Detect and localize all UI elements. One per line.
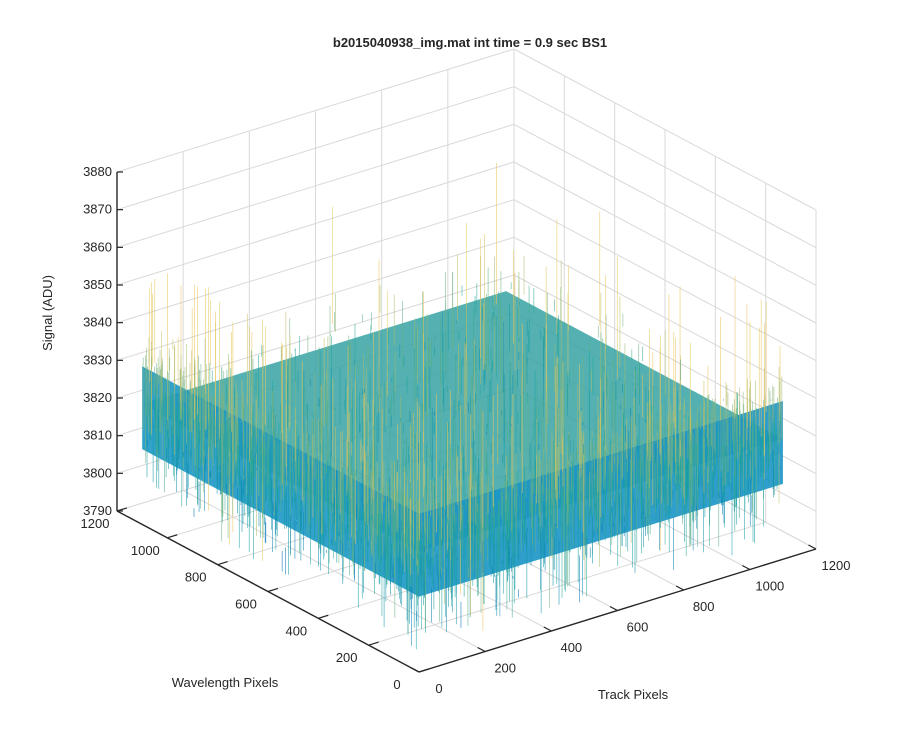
y-tick [267,587,279,593]
y-axis-label: Wavelength Pixels [172,675,279,690]
y-tick [167,534,178,539]
grid-line [116,123,515,248]
x-tick [477,646,486,653]
y-tick-label: 600 [235,597,257,612]
grid-line [116,199,515,324]
x-axis-label: Track Pixels [598,687,669,702]
grid-line [513,199,817,362]
z-tick-label: 3840 [83,315,112,330]
y-tick-label: 400 [285,623,307,638]
x-tick [543,626,552,632]
y-tick [418,668,430,673]
y-tick-label: 200 [336,650,358,665]
z-tick-label: 3830 [83,352,112,367]
grid-line [513,236,817,399]
x-tick [675,585,684,591]
x-tick [742,564,751,571]
z-axis-label: Signal (ADU) [40,275,55,351]
y-tick [217,561,228,566]
grid-line [116,236,515,361]
x-tick [609,605,618,612]
x-tick-label: 1200 [822,558,851,573]
y-tick-label: 1200 [81,516,110,531]
y-tick-label: 1000 [131,543,160,558]
z-tick-label: 3800 [83,465,112,480]
grid-line [513,86,817,249]
y-tick-label: 0 [393,677,400,692]
y-tick-label: 800 [185,570,207,585]
z-tick-label: 3870 [83,202,112,217]
z-tick-label: 3810 [83,428,112,443]
z-tick-label: 3850 [83,277,112,292]
x-tick-label: 200 [494,661,516,676]
grid-line [513,161,817,324]
z-tick-label: 3790 [83,503,112,518]
x-tick-label: 400 [560,640,582,655]
surface-plot [142,162,783,650]
grid-line [513,123,817,286]
tick-labels: 3790 3800 3810 3820 3830 3840 3850 3860 3870 3880… [81,164,851,696]
z-tick-label: 3860 [83,239,112,254]
x-tick-label: 600 [627,620,649,635]
x-tick-label: 1000 [755,579,784,594]
y-tick [318,614,329,619]
x-tick [808,544,817,550]
grid-line [513,48,817,211]
y-tick [116,507,128,512]
z-tick-label: 3880 [83,164,112,179]
x-tick-label: 0 [435,681,442,696]
grid-line [116,86,515,211]
grid-line [116,161,515,286]
z-tick-label: 3820 [83,390,112,405]
axes [116,171,817,673]
grid-line [116,48,515,173]
y-tick [368,641,379,646]
x-tick [411,667,420,673]
chart-title: b2015040938_img.mat int time = 0.9 sec B… [333,35,607,50]
x-tick-label: 800 [693,599,715,614]
